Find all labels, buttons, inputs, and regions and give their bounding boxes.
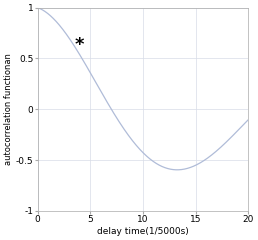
Text: *: * <box>75 36 85 54</box>
X-axis label: delay time(1/5000s): delay time(1/5000s) <box>97 227 189 236</box>
Y-axis label: autocorrelation functionan: autocorrelation functionan <box>4 53 13 165</box>
